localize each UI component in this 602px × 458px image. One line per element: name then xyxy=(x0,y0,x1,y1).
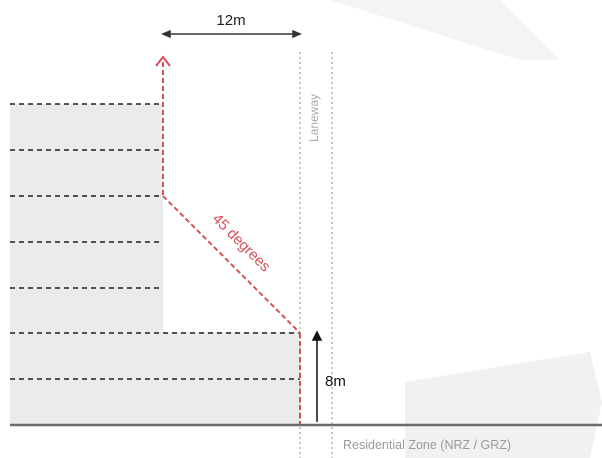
background-shape-top xyxy=(330,0,560,60)
height-dimension-label: 8m xyxy=(325,373,346,390)
background-shape-bottom xyxy=(405,352,602,458)
podium-building-mass xyxy=(10,332,300,424)
top-dimension-label: 12m xyxy=(216,12,245,29)
floor-lines xyxy=(10,103,300,380)
top-dimension xyxy=(161,29,302,39)
setback-arrow-head xyxy=(155,55,171,67)
angle-label: 45 degrees xyxy=(209,210,274,275)
zone-label: Residential Zone (NRZ / GRZ) xyxy=(343,438,511,452)
height-dimension xyxy=(311,330,323,422)
setback-envelope xyxy=(162,62,301,424)
height-arrow-top xyxy=(311,330,323,341)
dimension-arrow-right xyxy=(292,29,302,39)
laneway-label: Laneway xyxy=(307,94,321,142)
dimension-arrow-left xyxy=(161,29,171,39)
upper-building-mass xyxy=(10,104,163,332)
setback-diagonal xyxy=(162,195,301,334)
